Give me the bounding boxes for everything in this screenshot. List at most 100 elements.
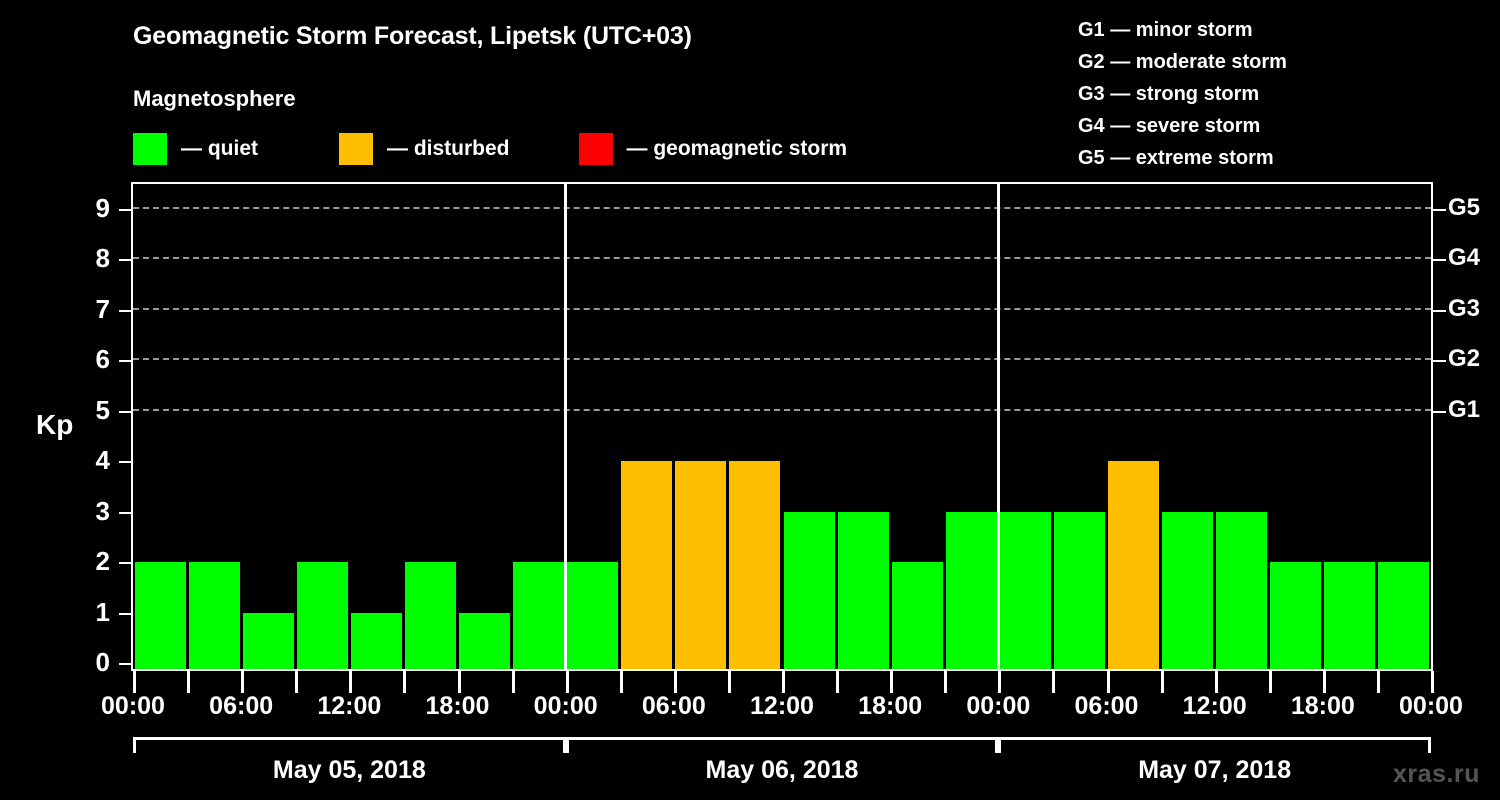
right-axis-tick: [1433, 410, 1446, 413]
date-label: May 07, 2018: [1138, 756, 1292, 784]
x-axis-tick: [511, 671, 515, 693]
legend-item-quiet: — quiet: [133, 133, 258, 165]
page-title: Geomagnetic Storm Forecast, Lipetsk (UTC…: [133, 22, 692, 50]
x-axis-tick-label: 00:00: [101, 692, 165, 720]
legend-item-storm: — geomagnetic storm: [578, 133, 847, 165]
y-axis-tick-label: 4: [95, 445, 110, 475]
y-axis-tick-label: 3: [95, 495, 110, 526]
x-axis-tick-label: 06:00: [209, 692, 274, 720]
bar: [134, 562, 186, 669]
x-axis-tick: [1376, 671, 1380, 693]
x-axis-tick: [241, 671, 245, 693]
x-axis-tick: [349, 671, 353, 693]
x-axis-tick-label: 00:00: [966, 692, 1031, 720]
right-axis-label-g1: G1: [1448, 395, 1481, 423]
bar: [1216, 511, 1268, 669]
x-axis-tick-label: 06:00: [641, 692, 706, 720]
right-axis-tick: [1433, 360, 1446, 362]
x-axis-tick-label: 18:00: [1290, 692, 1355, 720]
x-axis-tick: [133, 671, 136, 693]
g-scale-legend: G1 — minor storm G2 — moderate storm G3 …: [1078, 14, 1287, 174]
right-axis-tick: [1433, 208, 1446, 211]
date-label: May 05, 2018: [272, 756, 426, 784]
x-axis-tick: [295, 671, 299, 693]
x-axis-tick: [403, 671, 407, 693]
date-bracket: [565, 737, 999, 753]
y-axis-tick-label: 1: [95, 596, 110, 627]
bar: [1270, 562, 1322, 669]
x-axis-tick: [1268, 671, 1272, 693]
right-axis-tick: [1433, 309, 1446, 312]
gridline-kp-9: [133, 206, 1431, 209]
g-scale-line: G5 — extreme storm: [1078, 147, 1274, 169]
x-axis-tick: [727, 671, 731, 693]
x-axis-tick-label: 12:00: [317, 692, 382, 720]
bar: [729, 461, 781, 669]
y-axis-tick: [119, 612, 131, 615]
disturbed-swatch-icon: [339, 133, 373, 165]
x-axis-tick: [1160, 671, 1164, 693]
gridline-kp-6: [133, 358, 1431, 360]
x-axis-tick: [782, 671, 785, 693]
y-axis-tick-label: 7: [95, 293, 110, 324]
x-axis-tick: [998, 671, 1002, 693]
x-axis-tick: [890, 671, 894, 693]
gridline-kp-7: [133, 307, 1431, 310]
legend-label-quiet: — quiet: [181, 137, 258, 160]
bar: [459, 612, 511, 669]
x-axis-tick: [836, 671, 840, 693]
watermark: xras.ru: [1393, 760, 1480, 788]
storm-swatch-icon: [578, 133, 613, 165]
right-axis-label-g2: G2: [1448, 345, 1481, 372]
bar: [242, 612, 294, 669]
bar: [621, 461, 673, 669]
right-axis-label-g3: G3: [1448, 294, 1481, 322]
y-axis-tick: [119, 511, 131, 514]
bar: [1162, 511, 1214, 669]
day-separator: [564, 184, 568, 669]
x-axis-tick: [1431, 671, 1434, 693]
y-axis-tick: [119, 259, 131, 261]
bar: [837, 511, 889, 669]
bar: [783, 511, 835, 669]
y-axis-tick-label: 5: [95, 394, 110, 425]
g-scale-line: G4 — severe storm: [1078, 115, 1261, 137]
g-scale-line: G3 — strong storm: [1078, 83, 1260, 105]
x-axis-tick: [944, 671, 948, 693]
bar: [675, 461, 727, 669]
quiet-swatch-icon: [133, 133, 167, 165]
bar: [1324, 562, 1376, 669]
y-axis-tick: [119, 562, 131, 564]
g-scale-line: G1 — minor storm: [1078, 19, 1253, 41]
bar: [945, 511, 997, 669]
color-legend: — quiet — disturbed — geomagnetic storm: [133, 133, 847, 165]
y-axis-tick-label: 8: [95, 243, 110, 273]
bar: [1053, 511, 1105, 669]
x-axis-tick: [1322, 671, 1326, 693]
right-axis-label-g4: G4: [1448, 244, 1481, 271]
bar: [999, 511, 1051, 669]
y-axis-tick-label: 6: [95, 344, 110, 374]
plot-inner: [133, 184, 1431, 669]
y-axis-tick: [119, 461, 131, 463]
right-axis-label-g5: G5: [1448, 193, 1481, 221]
legend-item-disturbed: — disturbed: [339, 133, 510, 165]
x-axis-tick: [673, 671, 677, 693]
x-axis-tick: [619, 671, 623, 693]
bar: [1108, 461, 1160, 669]
y-axis-tick-label: 9: [95, 192, 110, 223]
x-axis-tick-label: 00:00: [1399, 692, 1463, 720]
y-axis-tick: [119, 663, 131, 665]
y-axis-tick-label: 0: [95, 647, 110, 677]
gridline-kp-5: [133, 408, 1431, 411]
x-axis-tick-label: 18:00: [858, 692, 923, 720]
y-axis-tick-label: 2: [95, 546, 110, 576]
day-separator: [996, 184, 1000, 669]
bar: [567, 562, 619, 669]
y-axis-tick: [119, 309, 131, 312]
right-axis-tick: [1433, 259, 1446, 261]
y-axis-tick: [119, 410, 131, 413]
x-axis-tick: [187, 671, 191, 693]
bar: [188, 562, 240, 669]
